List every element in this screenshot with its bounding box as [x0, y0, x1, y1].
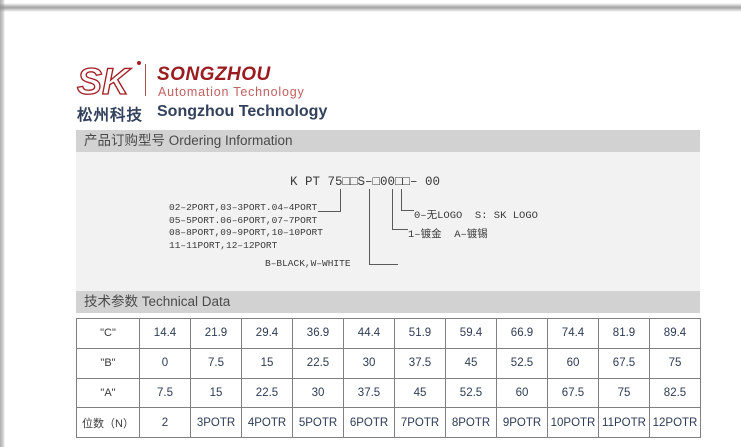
svg-text:SK: SK — [77, 60, 132, 102]
